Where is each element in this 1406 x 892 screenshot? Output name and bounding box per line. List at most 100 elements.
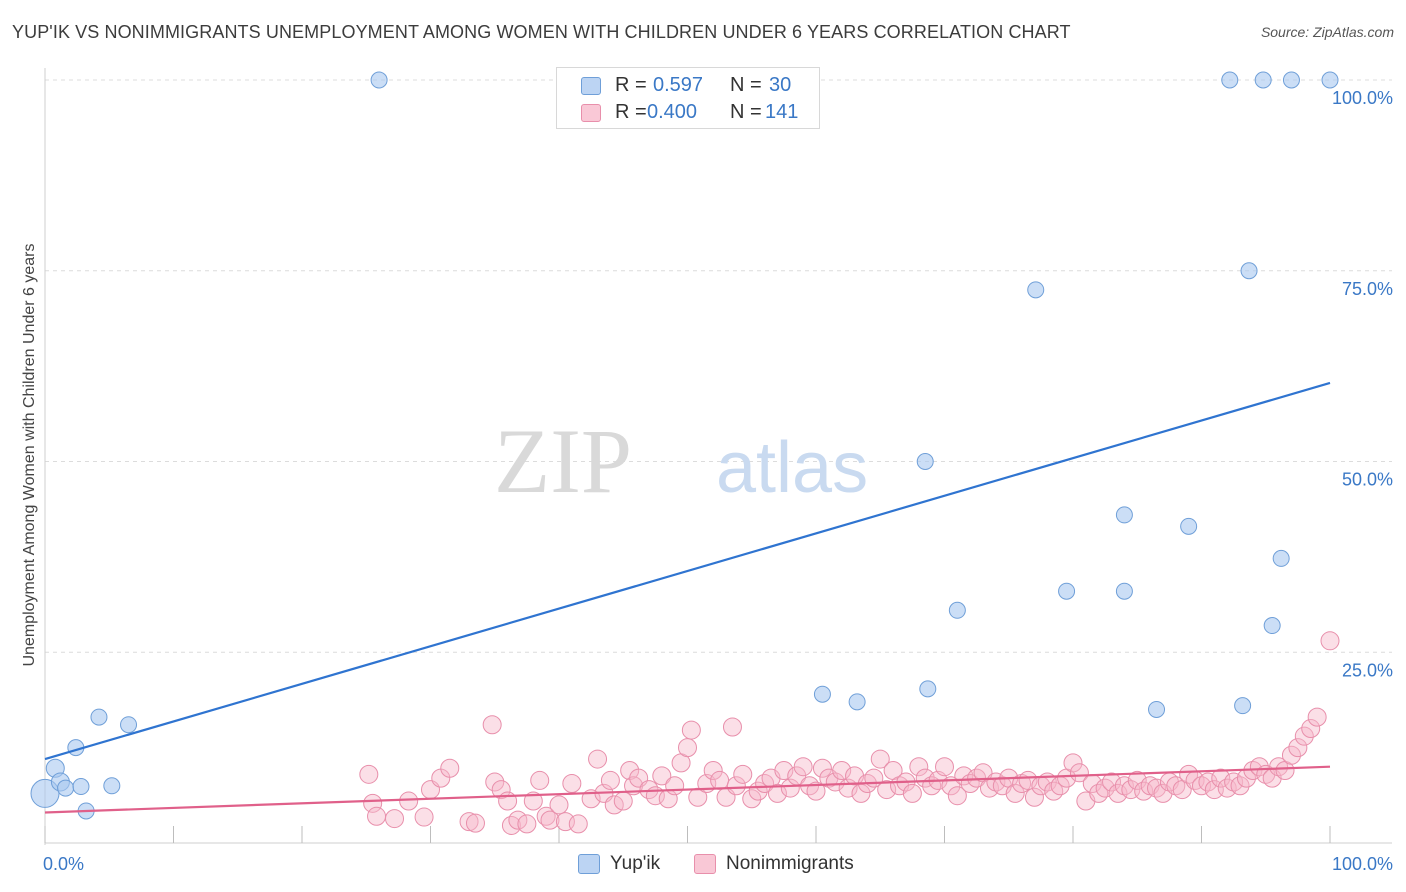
nonimmigrants-point bbox=[465, 813, 485, 833]
nonimmigrants-point bbox=[726, 776, 746, 796]
yupik-point bbox=[948, 601, 966, 619]
nonimmigrants-point bbox=[588, 749, 608, 769]
nonimmigrants-point bbox=[1127, 770, 1147, 790]
y-tick-label: 50.0% bbox=[1342, 470, 1393, 490]
nonimmigrants-point bbox=[568, 814, 588, 834]
nonimmigrants-point bbox=[1307, 707, 1327, 727]
yupik-point bbox=[1221, 71, 1239, 89]
yupik-point bbox=[1148, 700, 1166, 718]
yupik-point bbox=[72, 778, 90, 796]
nonimmigrants-point bbox=[536, 806, 556, 826]
nonimmigrants-point bbox=[935, 757, 954, 777]
nonimmigrants-point bbox=[363, 793, 383, 813]
nonimmigrants-point bbox=[678, 738, 697, 758]
axes bbox=[44, 68, 1392, 845]
nonimmigrants-point bbox=[414, 807, 434, 827]
nonimmigrants-point bbox=[652, 766, 672, 786]
yupik-point bbox=[1282, 71, 1300, 89]
legend-yupik-label: Yup'ik bbox=[610, 853, 661, 874]
nonimmigrants-point bbox=[491, 780, 511, 800]
nonimmigrants-point bbox=[1108, 783, 1128, 803]
nonimmigrants-point bbox=[482, 715, 502, 735]
nonimmigrants-point bbox=[1024, 787, 1044, 807]
nonimmigrants-point bbox=[1089, 783, 1109, 803]
yupik-point bbox=[1240, 262, 1258, 280]
trendlines bbox=[44, 381, 1331, 814]
n-label: N = bbox=[730, 101, 762, 123]
gridlines bbox=[45, 79, 1392, 653]
y-tick-label: 25.0% bbox=[1342, 660, 1393, 680]
legend-nonimmigrants-swatch bbox=[694, 854, 716, 874]
legend: Yup'ik Nonimmigrants bbox=[0, 851, 1406, 877]
nonimmigrants-point bbox=[1102, 772, 1122, 792]
nonimmigrants-point bbox=[877, 780, 897, 800]
watermark-zip: ZIP bbox=[494, 410, 632, 512]
nonimmigrants-point bbox=[1044, 781, 1064, 801]
nonimmigrants-point bbox=[733, 764, 753, 784]
yupik-point bbox=[848, 693, 866, 711]
nonimmigrants-swatch bbox=[581, 104, 601, 122]
yupik-point bbox=[916, 453, 934, 470]
yupik-point bbox=[1254, 71, 1272, 89]
x-tick-label-max: 100.0% bbox=[1332, 854, 1393, 874]
nonimmigrants-point bbox=[947, 786, 967, 806]
nonimmigrants-point bbox=[501, 815, 521, 835]
yupik-point bbox=[1263, 617, 1281, 635]
nonimmigrants-point bbox=[1069, 763, 1089, 783]
nonimmigrants-point bbox=[523, 791, 543, 811]
legend-yupik-swatch bbox=[578, 854, 600, 874]
watermark: ZIP atlas bbox=[494, 410, 868, 512]
nonimmigrants-point bbox=[1147, 778, 1167, 798]
y-tick-label: 100.0% bbox=[1332, 88, 1393, 108]
nonimmigrants-point bbox=[549, 795, 569, 815]
yupik-point bbox=[57, 779, 75, 797]
yupik-point bbox=[120, 716, 138, 734]
nonimmigrants-point bbox=[359, 764, 379, 784]
yupik-points bbox=[30, 71, 1339, 820]
nonimmigrants-point bbox=[722, 717, 742, 737]
nonimmigrants-point bbox=[1288, 738, 1308, 758]
source-credit: Source: ZipAtlas.com bbox=[1260, 24, 1394, 40]
n-label: N = bbox=[730, 74, 762, 96]
yupik-point bbox=[1115, 582, 1133, 600]
n-value: 141 bbox=[765, 101, 799, 123]
nonimmigrants-point bbox=[485, 772, 505, 792]
nonimmigrants-point bbox=[774, 761, 794, 781]
nonimmigrants-point bbox=[517, 814, 537, 834]
nonimmigrants-point bbox=[399, 791, 419, 811]
nonimmigrants-point bbox=[1294, 726, 1314, 746]
nonimmigrants-point bbox=[1301, 719, 1321, 739]
nonimmigrants-points bbox=[359, 631, 1340, 835]
nonimmigrants-point bbox=[793, 757, 813, 777]
nonimmigrants-point bbox=[780, 778, 800, 798]
nonimmigrants-point bbox=[806, 781, 826, 801]
yupik-point bbox=[1115, 506, 1133, 524]
r-label: R = bbox=[615, 74, 647, 96]
nonimmigrants-point bbox=[1018, 770, 1038, 790]
nonimmigrants-point bbox=[1320, 631, 1340, 651]
nonimmigrants-point bbox=[703, 761, 723, 781]
nonimmigrants-point bbox=[742, 789, 762, 809]
nonimmigrants-point bbox=[600, 770, 620, 790]
nonimmigrants-point bbox=[767, 783, 787, 803]
y-tick-label: 75.0% bbox=[1342, 279, 1393, 299]
yupik-point bbox=[813, 685, 831, 703]
nonimmigrants-point bbox=[1063, 753, 1083, 773]
nonimmigrants-point bbox=[367, 806, 387, 826]
yupik-swatch bbox=[581, 77, 601, 95]
legend-nonimmigrants-label: Nonimmigrants bbox=[726, 853, 854, 874]
nonimmigrants-point bbox=[613, 791, 633, 811]
yupik-point bbox=[919, 680, 937, 698]
yupik-point bbox=[1272, 549, 1290, 567]
yupik-point bbox=[1058, 582, 1076, 600]
r-label: R = bbox=[615, 101, 647, 123]
nonimmigrants-point bbox=[1281, 745, 1301, 765]
r-value: 0.400 bbox=[647, 101, 698, 123]
tick-labels: 100.0% 75.0% 50.0% 25.0% 0.0% 100.0% bbox=[43, 88, 1393, 874]
nonimmigrants-point bbox=[681, 720, 701, 740]
nonimmigrants-point bbox=[1230, 776, 1250, 796]
nonimmigrants-point bbox=[1198, 772, 1218, 792]
nonimmigrants-point bbox=[385, 809, 405, 829]
yupik-point bbox=[1027, 281, 1045, 299]
